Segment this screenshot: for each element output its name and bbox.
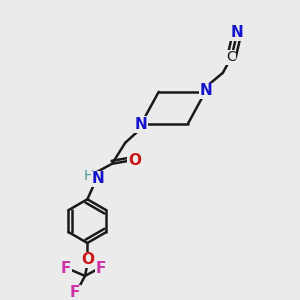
Text: N: N <box>135 117 147 132</box>
Text: C: C <box>226 50 236 64</box>
Text: N: N <box>92 171 105 186</box>
Text: H: H <box>84 169 94 183</box>
Text: F: F <box>61 261 71 276</box>
Text: F: F <box>96 261 106 276</box>
Text: N: N <box>199 83 212 98</box>
Text: N: N <box>230 25 243 40</box>
Text: O: O <box>81 252 94 267</box>
Text: F: F <box>70 285 80 300</box>
Text: O: O <box>128 153 141 168</box>
